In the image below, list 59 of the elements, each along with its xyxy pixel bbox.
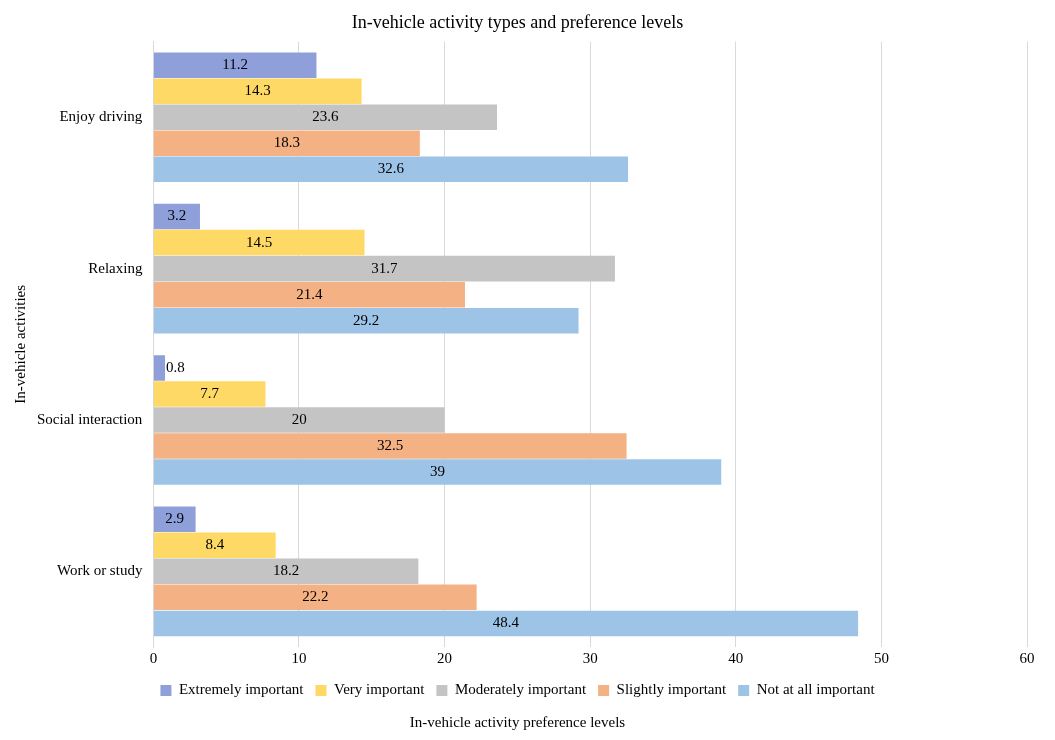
- data-label: 7.7: [200, 384, 220, 401]
- bar: [153, 459, 722, 485]
- bar: [153, 433, 627, 459]
- x-tick-label: 20: [437, 649, 453, 666]
- bar: [153, 281, 465, 308]
- bar: [153, 255, 615, 282]
- bar: [153, 307, 579, 334]
- bar: [153, 78, 362, 104]
- data-label: 11.2: [222, 56, 249, 73]
- data-label: 31.7: [371, 259, 399, 276]
- x-tick-label: 0: [149, 649, 158, 666]
- x-tick-label: 30: [582, 649, 598, 666]
- bar: [153, 156, 629, 183]
- data-label: 20: [291, 410, 307, 427]
- y-tick-label: Enjoy driving: [59, 108, 143, 125]
- data-label: 18.3: [273, 134, 300, 151]
- bar: [153, 229, 365, 256]
- bar: [153, 203, 200, 230]
- data-label: 32.5: [377, 436, 404, 453]
- x-tick-label: 50: [873, 649, 889, 666]
- y-tick-label: Work or study: [56, 562, 143, 579]
- bar: [153, 584, 477, 611]
- chart-title: In-vehicle activity types and preference levels: [351, 11, 684, 32]
- bar: [153, 506, 196, 533]
- legend-label: Not at all important: [756, 681, 876, 698]
- y-axis-title: In-vehicle activities: [11, 284, 28, 404]
- x-axis-title: In-vehicle activity preference levels: [409, 713, 626, 730]
- data-label: 14.3: [244, 82, 271, 99]
- data-label: 29.2: [353, 311, 380, 328]
- y-tick-label: Social interaction: [36, 410, 143, 427]
- data-label: 2.9: [165, 510, 185, 527]
- data-label: 22.2: [302, 588, 329, 605]
- x-tick-label: 40: [728, 649, 744, 666]
- data-label: 8.4: [205, 536, 225, 553]
- bar: [153, 130, 420, 157]
- bar: [153, 558, 419, 585]
- x-tick-label: 60: [1019, 649, 1035, 666]
- y-tick-label: Relaxing: [88, 259, 143, 276]
- legend-label: Slightly important: [616, 681, 728, 698]
- data-label: 14.5: [246, 233, 273, 250]
- bar: [153, 532, 276, 559]
- bar: [153, 52, 317, 78]
- bar: [153, 610, 859, 637]
- legend-label: Extremely important: [178, 681, 305, 698]
- data-label: 23.6: [312, 108, 340, 125]
- legend-label: Moderately important: [454, 681, 587, 698]
- legend-label: Very important: [333, 681, 426, 698]
- data-label: 39: [430, 462, 446, 479]
- data-label: 3.2: [167, 207, 187, 224]
- data-label: 21.4: [296, 285, 324, 302]
- bar: [153, 381, 266, 407]
- data-label: 18.2: [273, 562, 300, 579]
- data-label: 48.4: [492, 614, 520, 631]
- bar: [153, 355, 166, 381]
- bar: [153, 407, 445, 433]
- data-label: 32.6: [377, 160, 405, 177]
- data-label: 0.8: [166, 358, 185, 375]
- bar: [153, 104, 497, 131]
- x-tick-label: 10: [291, 649, 307, 666]
